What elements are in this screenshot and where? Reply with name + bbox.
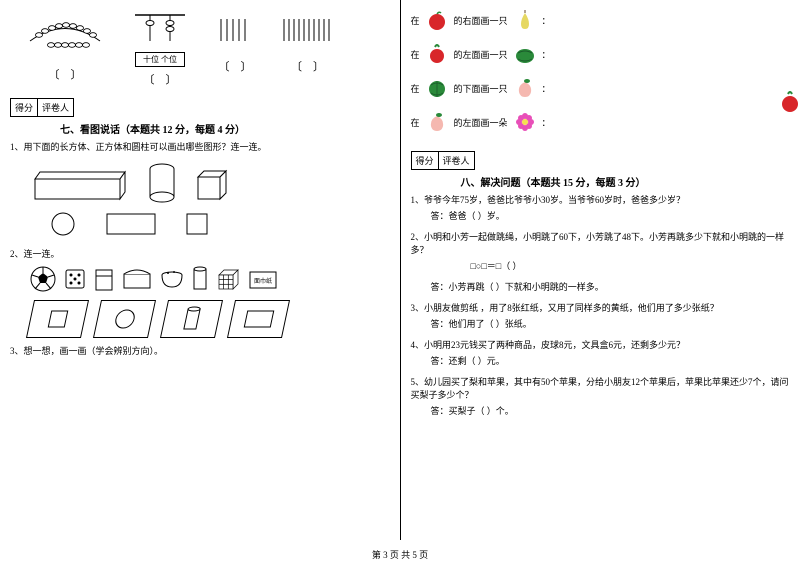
text: ： <box>542 82 551 95</box>
dice-icon <box>64 268 86 290</box>
marker-label: 评卷人 <box>38 99 73 116</box>
cuboid-icon <box>30 167 130 203</box>
text: 的左面画一只 <box>454 48 508 61</box>
counting-row: 〔 〕 十位 个位 〔 〕 〔 〕 <box>10 6 390 92</box>
square-icon <box>186 213 208 235</box>
proj-box-1 <box>26 300 89 338</box>
text: 在 <box>411 116 420 129</box>
text: 的下面画一只 <box>454 82 508 95</box>
section-7-title: 七、看图说话（本题共 12 分，每题 4 分） <box>60 121 390 136</box>
q8-3: 3、小朋友做剪纸 ，用了8张红纸，又用了同样多的黄纸，他们用了多少张纸？ <box>411 301 791 314</box>
q8-4: 4、小明用23元钱买了两种商品，皮球8元，文具盒6元，还剩多少元？ <box>411 338 791 351</box>
q8-1: 1、爷爷今年75岁，爸爸比爷爷小30岁。当爷爷60岁时，爸爸多少岁？ <box>411 193 791 206</box>
section-8-title: 八、解决问题（本题共 15 分，每题 3 分） <box>461 174 791 189</box>
score-box-8: 得分 评卷人 <box>411 151 475 170</box>
abacus-label: 十位 个位 <box>135 52 185 67</box>
decorative-radish-icon <box>778 90 800 117</box>
marker-label: 评卷人 <box>439 152 474 169</box>
abacus: 十位 个位 〔 〕 <box>130 11 190 87</box>
text: ： <box>542 116 551 129</box>
score-label: 得分 <box>11 99 38 116</box>
q7-3: 3、想一想，画一画（学会辨别方向）。 <box>10 344 390 357</box>
text: 在 <box>411 82 420 95</box>
score-box-7: 得分 评卷人 <box>10 98 74 117</box>
apple-icon <box>426 9 448 31</box>
peach-icon <box>514 77 536 99</box>
a8-4: 答：还剩（ ）元。 <box>431 354 791 367</box>
tally-group-2: 〔 〕 <box>280 11 335 74</box>
rectangle-icon <box>106 213 156 235</box>
peach2-icon <box>426 111 448 133</box>
cylinder-icon <box>148 163 176 203</box>
box1-icon <box>94 266 114 292</box>
a8-2: 答：小芳再跳（ ）下就和小明跳的一样多。 <box>431 280 791 293</box>
soccer-ball-icon <box>30 266 56 292</box>
fruit-row-4: 在 的左面画一朵 ： <box>411 111 791 133</box>
text: 的左面画一朵 <box>454 116 508 129</box>
can-icon <box>192 266 208 292</box>
eq8-2: □○□＝□（ ） <box>471 259 791 272</box>
bowl-icon <box>160 269 184 289</box>
q7-2: 2、连一连。 <box>10 247 390 260</box>
circle-icon <box>50 211 76 237</box>
melon-icon <box>426 77 448 99</box>
proj-box-2 <box>93 300 156 338</box>
a8-1: 答：爸爸（ ）岁。 <box>431 209 791 222</box>
svg-text:面巾纸: 面巾纸 <box>254 277 272 285</box>
flower-icon <box>514 111 536 133</box>
projection-boxes <box>30 300 390 338</box>
watermelon-icon <box>514 43 536 65</box>
proj-box-4 <box>227 300 290 338</box>
page-footer: 第 3 页 共 5 页 <box>0 548 800 561</box>
proj-box-3 <box>160 300 223 338</box>
radish-icon <box>426 43 448 65</box>
text: 在 <box>411 14 420 27</box>
bead-counter: 〔 〕 <box>25 11 105 82</box>
text: ： <box>542 48 551 61</box>
text: ： <box>542 14 551 27</box>
q8-2: 2、小明和小芳一起做跳绳，小明跳了60下，小芳跳了48下。小芳再跳多少下就和小明… <box>411 230 791 256</box>
text: 在 <box>411 48 420 61</box>
shapes-3d-row <box>30 163 390 203</box>
fruit-row-1: 在 的右面画一只 ： <box>411 9 791 31</box>
rubik-icon <box>216 267 240 291</box>
tally-group-1: 〔 〕 <box>215 11 255 74</box>
q8-5: 5、幼儿园买了梨和苹果，其中有50个苹果，分给小朋友12个苹果后，苹果比苹果还少… <box>411 375 791 401</box>
objects-row: 面巾纸 <box>30 266 390 292</box>
chest-icon <box>122 268 152 290</box>
cube-icon <box>194 167 230 203</box>
pear-icon <box>514 9 536 31</box>
fruit-row-3: 在 的下面画一只 ： <box>411 77 791 99</box>
shapes-2d-row <box>50 211 390 237</box>
q7-1: 1、用下面的长方体、正方体和圆柱可以画出哪些图形？连一连。 <box>10 140 390 153</box>
text: 的右面画一只 <box>454 14 508 27</box>
tissue-box-icon: 面巾纸 <box>248 268 278 290</box>
score-label: 得分 <box>412 152 439 169</box>
a8-5: 答：买梨子（ ）个。 <box>431 404 791 417</box>
a8-3: 答：他们用了（ ）张纸。 <box>431 317 791 330</box>
fruit-row-2: 在 的左面画一只 ： <box>411 43 791 65</box>
